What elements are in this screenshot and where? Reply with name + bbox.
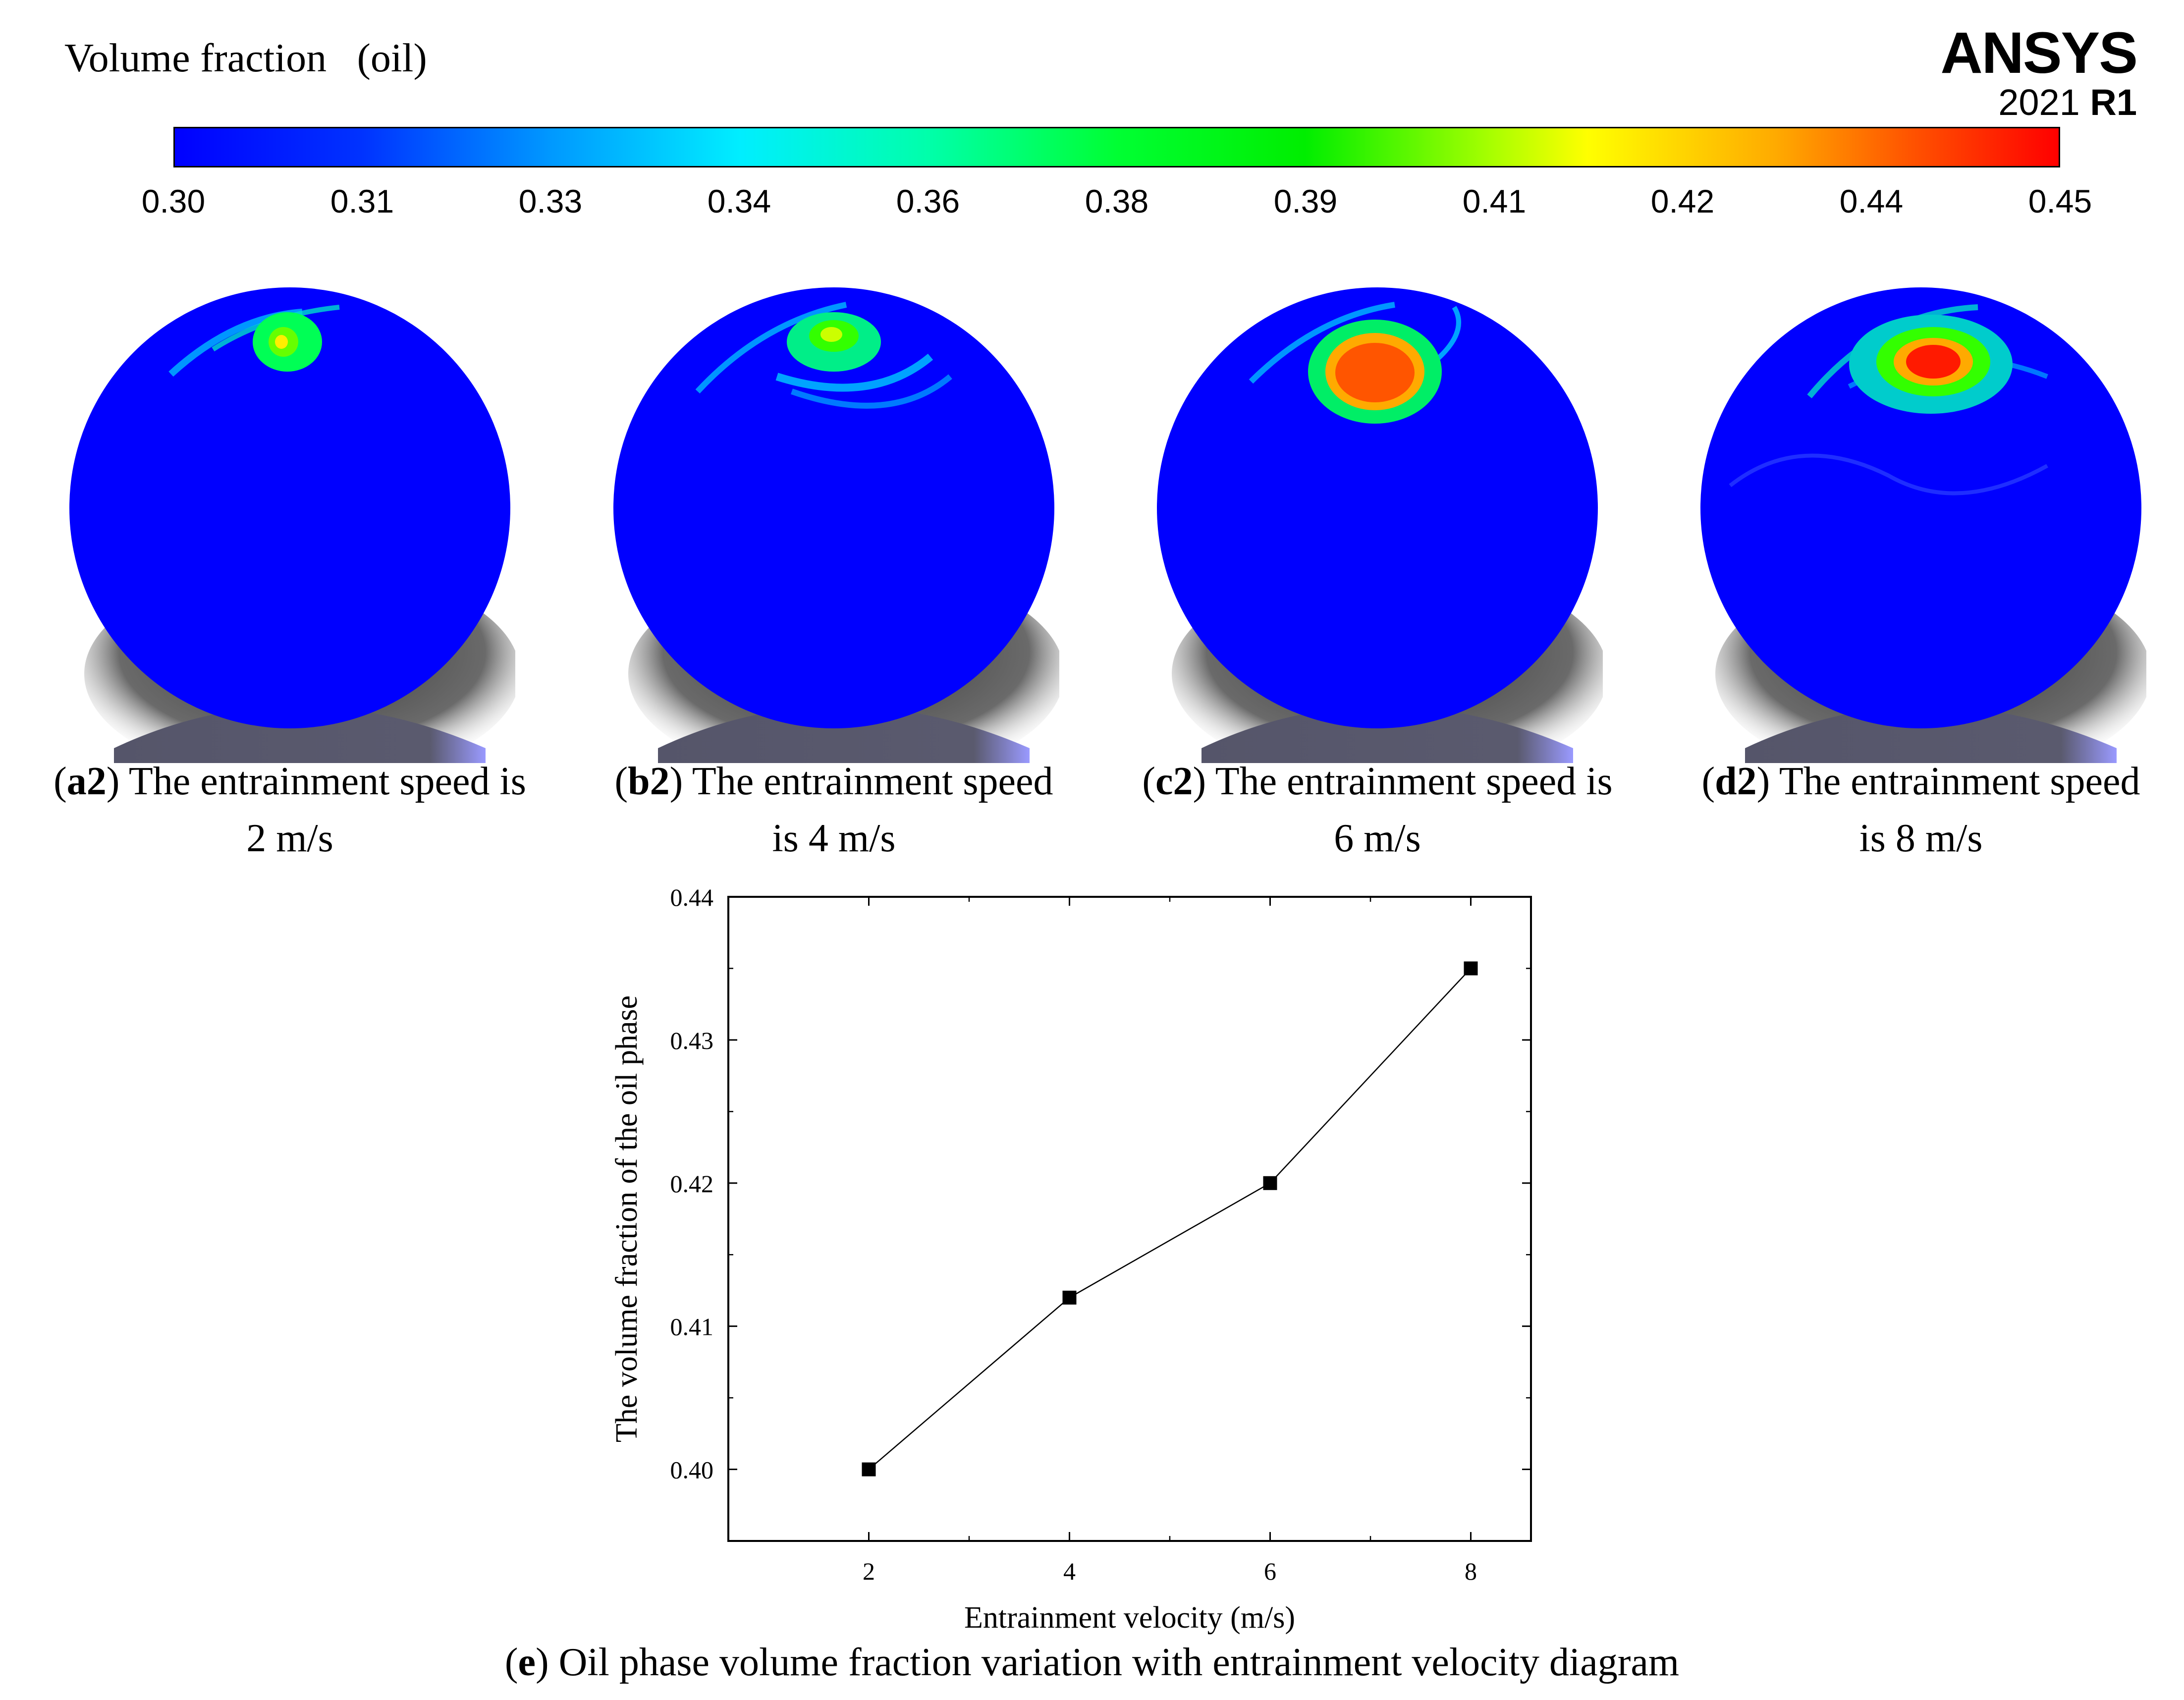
panel-caption-text: ) The entrainment speed (669, 760, 1053, 803)
x-tick-label: 4 (1063, 1557, 1076, 1585)
colorbar-tick-label: 0.42 (1650, 183, 1715, 219)
caption-line: (c2) The entrainment speed is (1142, 760, 1613, 803)
sphere (1700, 287, 2141, 728)
ansys-logo-release: R1 (2090, 82, 2137, 123)
data-markers (862, 961, 1478, 1477)
ansys-logo-version: 2021 R1 (1940, 84, 2137, 121)
caption-text: ) Oil phase volume fraction variation wi… (535, 1641, 1680, 1684)
data-point (1464, 961, 1478, 976)
sphere (613, 287, 1054, 728)
oil-core (275, 335, 288, 349)
panel-caption-text: ) The entrainment speed (1756, 760, 2140, 803)
ansys-logo-name: ANSYS (1940, 20, 2138, 86)
caption-line: (a2) The entrainment speed is (54, 760, 526, 803)
panel-caption-text: ) The entrainment speed is (1193, 760, 1613, 803)
x-tick-label: 8 (1465, 1557, 1477, 1585)
panel-caption-text: ) The entrainment speed is (106, 760, 526, 803)
colorbar-tick-label: 0.31 (330, 183, 394, 219)
colorbar-title: Volume fraction (oil) (64, 35, 427, 80)
colorbar-tick-label: 0.34 (707, 183, 771, 219)
data-point (862, 1462, 876, 1477)
panel-caption-text2: is 8 m/s (1859, 817, 1983, 860)
colorbar-tick-label: 0.38 (1085, 183, 1149, 219)
oil-core (1335, 343, 1415, 402)
panel-caption-c2: (c2) The entrainment speed is 6 m/s (1107, 753, 1647, 867)
colorbar-tick-label: 0.39 (1273, 183, 1338, 219)
caption-label: e (518, 1641, 536, 1684)
panel-caption-a2: (a2) The entrainment speed is 2 m/s (20, 753, 560, 867)
colorbar-tick-label: 0.30 (141, 183, 206, 219)
data-point (1263, 1176, 1277, 1190)
panel-label: c2 (1155, 760, 1193, 803)
panel-caption-text2: is 4 m/s (772, 817, 896, 860)
sphere-base (1201, 706, 1573, 763)
sphere-base (658, 706, 1030, 763)
colorbar-tick-label: 0.41 (1462, 183, 1527, 219)
sphere-base (1745, 706, 2117, 763)
line-chart: 0.40 0.41 0.42 0.43 0.44 2 4 6 8 Entrainment ve… (610, 883, 1532, 1635)
y-axis-ticks: 0.40 0.41 0.42 0.43 0.44 (670, 883, 1531, 1484)
panel-label: a2 (66, 760, 107, 803)
x-tick-label: 6 (1264, 1557, 1276, 1585)
panel-caption-text2: 2 m/s (246, 817, 333, 860)
y-tick-label: 0.44 (670, 883, 714, 911)
colorbar-tick-label: 0.44 (1839, 183, 1904, 219)
caption-line: (b2) The entrainment speed (614, 760, 1053, 803)
x-tick-label: 2 (863, 1557, 875, 1585)
y-tick-label: 0.43 (670, 1027, 714, 1054)
y-tick-label: 0.42 (670, 1170, 714, 1198)
colorbar (173, 127, 2060, 167)
oil-core (1906, 345, 1961, 379)
panel-caption-b2: (b2) The entrainment speed is 4 m/s (564, 753, 1104, 867)
ansys-logo: ANSYS 2021 R1 (1940, 20, 2138, 121)
figure-caption: (e) Oil phase volume fraction variation … (504, 1641, 1680, 1684)
sphere (69, 287, 510, 728)
sphere-base (114, 706, 486, 763)
colorbar-tick-label: 0.45 (2028, 183, 2092, 219)
series-line (868, 968, 1472, 1470)
sphere (1157, 287, 1598, 728)
sphere-render-c2 (1157, 277, 1608, 783)
data-point (1062, 1290, 1077, 1305)
sphere-render-b2 (613, 277, 1064, 783)
panel-caption-text2: 6 m/s (1334, 817, 1421, 860)
panel-label: b2 (628, 760, 670, 803)
panel-label: d2 (1715, 760, 1757, 803)
y-tick-label: 0.40 (670, 1456, 714, 1484)
oil-core (820, 327, 842, 342)
panel-caption-d2: (d2) The entrainment speed is 8 m/s (1651, 753, 2184, 867)
ansys-logo-year: 2021 (1998, 82, 2080, 123)
y-axis-label: The volume fraction of the oil phase (610, 995, 644, 1442)
colorbar-tick-label: 0.33 (518, 183, 583, 219)
colorbar-tick-label: 0.36 (896, 183, 960, 219)
sphere-render-a2 (69, 277, 520, 783)
y-tick-label: 0.41 (670, 1313, 714, 1341)
x-axis-ticks: 2 4 6 8 (863, 897, 1477, 1585)
caption-line: (d2) The entrainment speed (1701, 760, 2140, 803)
sphere-render-d2 (1700, 277, 2151, 783)
plot-frame (727, 896, 1532, 1542)
x-axis-label: Entrainment velocity (m/s) (964, 1601, 1295, 1635)
